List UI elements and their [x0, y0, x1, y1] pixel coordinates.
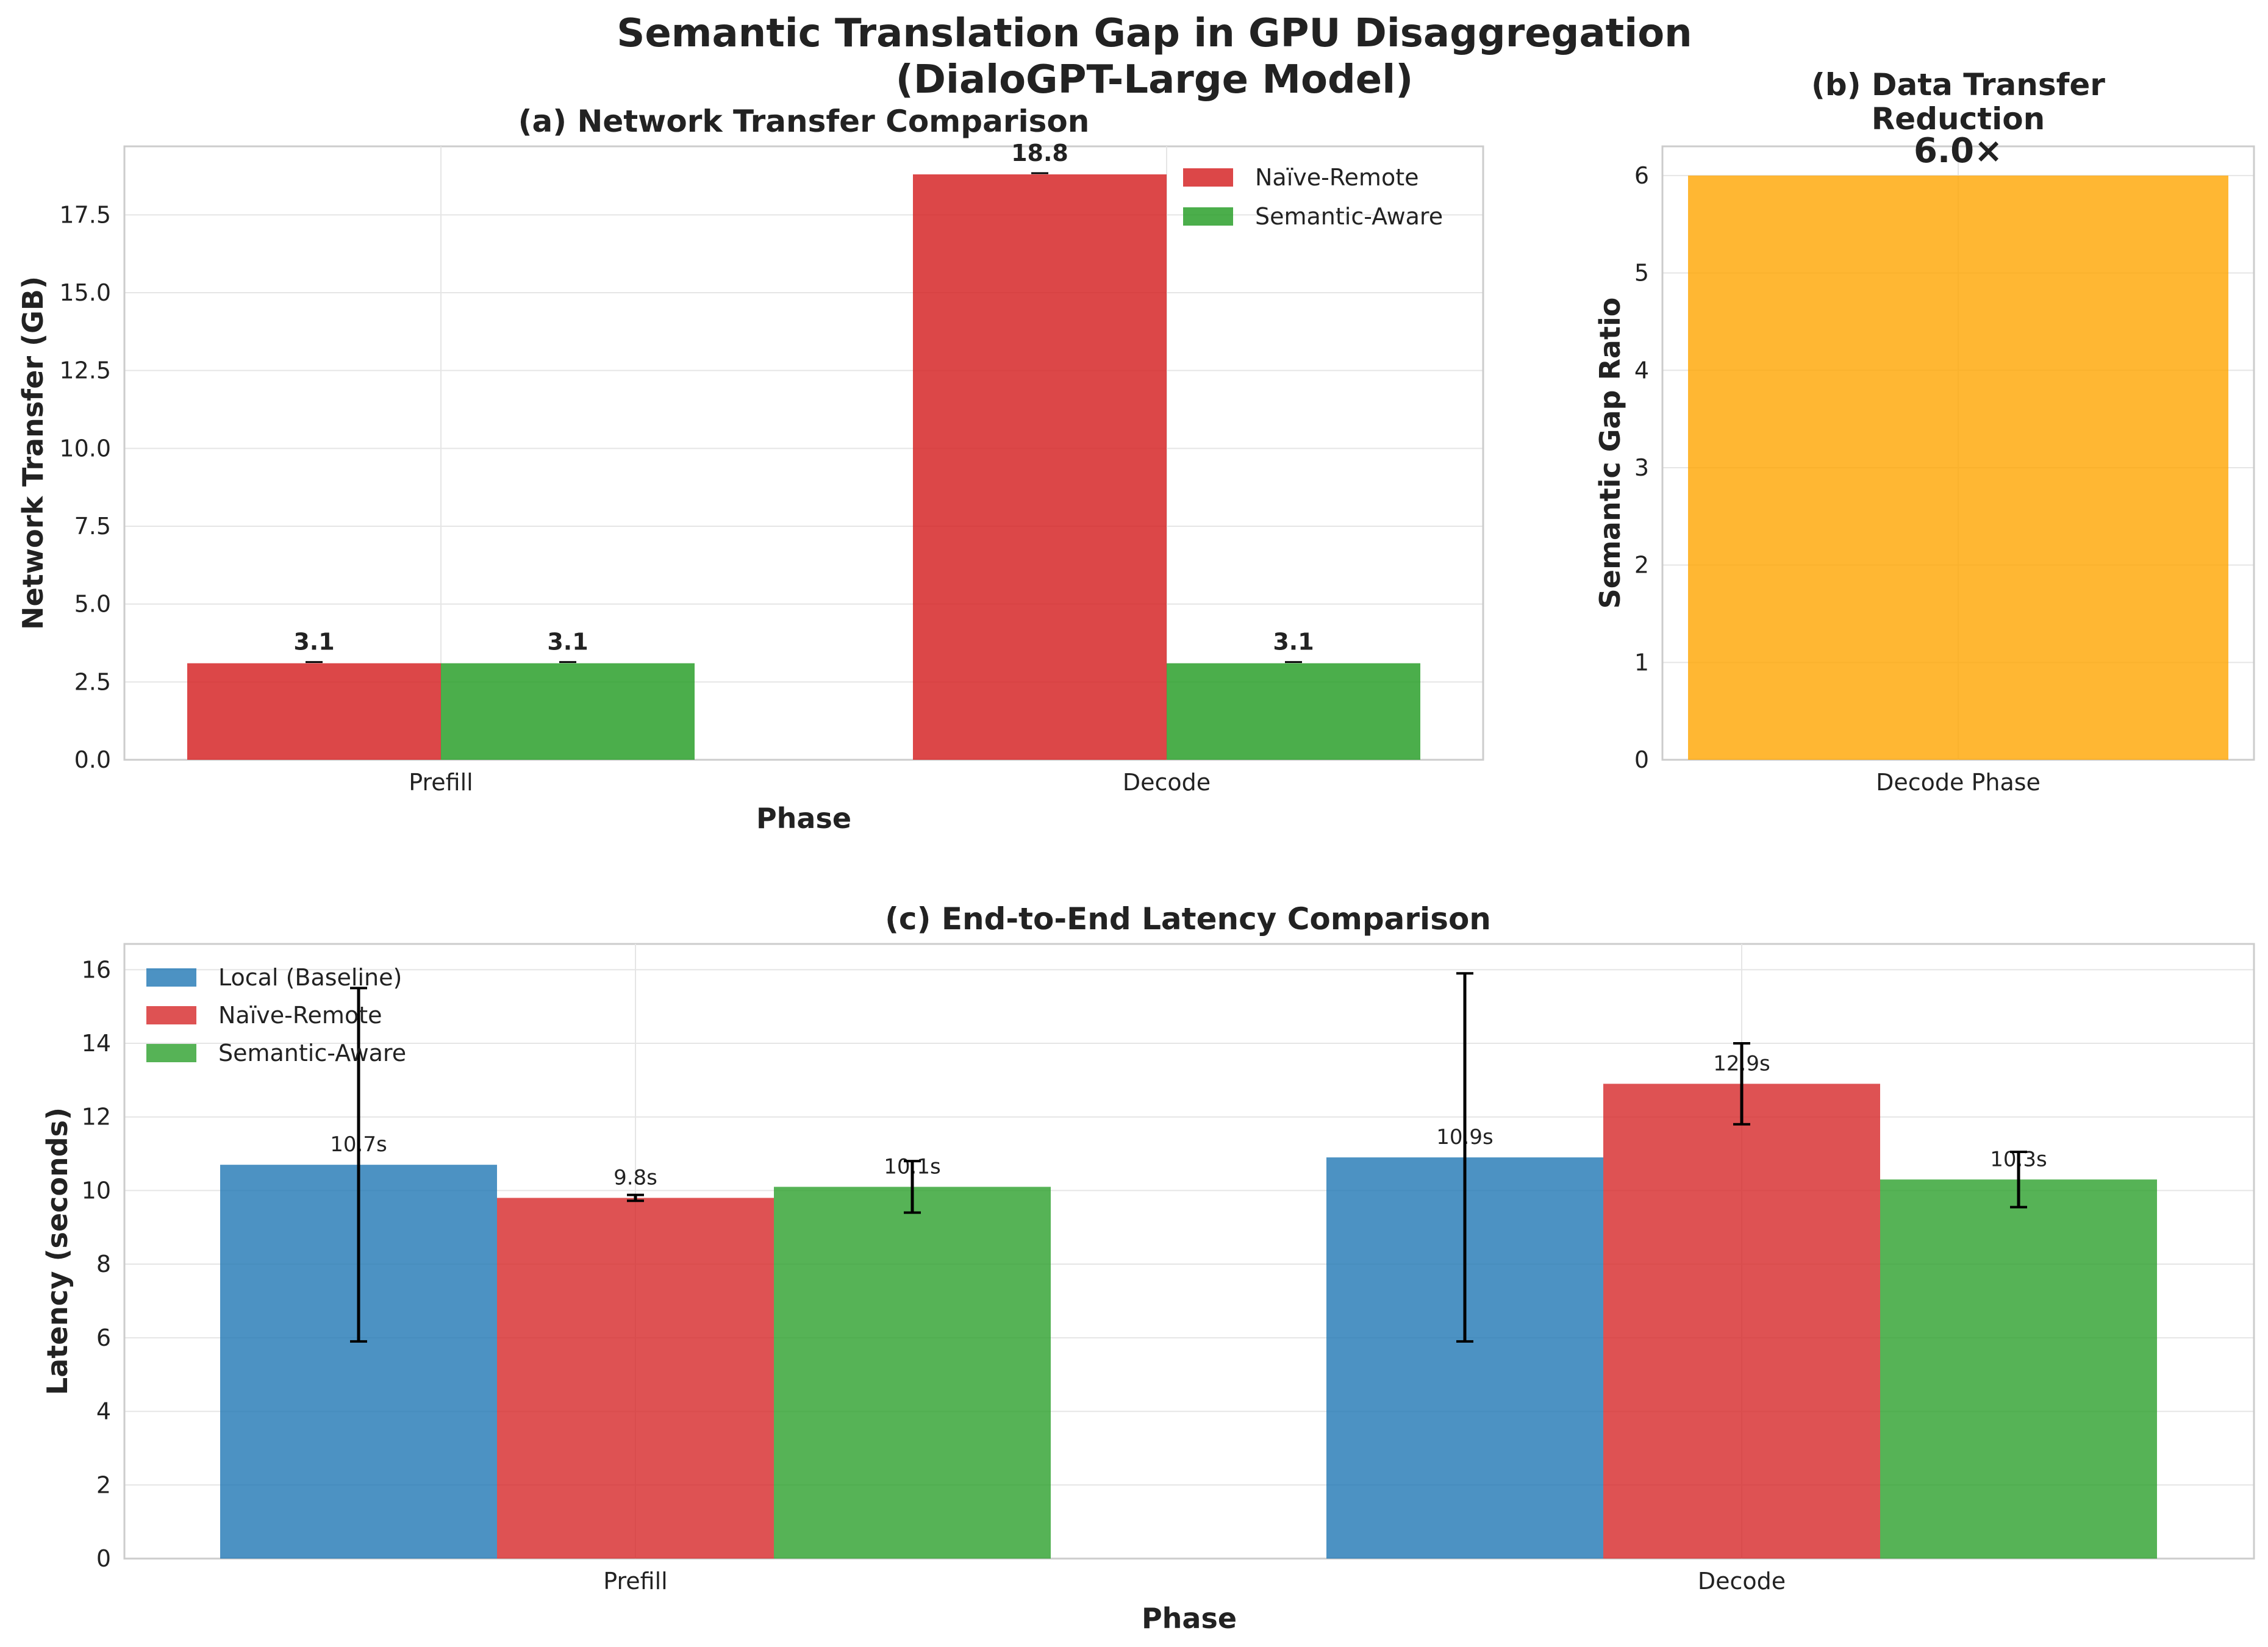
bar-semantic-aware-decode: [1880, 1179, 2157, 1559]
y-tick-label: 0: [96, 1545, 111, 1572]
y-tick-label: 5.0: [74, 591, 111, 618]
y-tick-label: 4: [1634, 357, 1649, 384]
axes-frame: [123, 145, 1484, 761]
y-tick-label: 12: [82, 1104, 111, 1131]
legend-swatch: [1183, 207, 1233, 226]
y-tick-label: 8: [96, 1251, 111, 1277]
legend-swatch: [146, 1006, 196, 1024]
y-tick-label: 0.0: [74, 746, 111, 773]
y-tick-label: 12.5: [59, 357, 111, 384]
legend-label: Semantic-Aware: [1255, 203, 1443, 230]
x-tick-label: Decode Phase: [1876, 769, 2041, 796]
legend-swatch: [146, 968, 196, 987]
y-tick-label: 6: [1634, 162, 1649, 189]
y-tick-label: 7.5: [74, 513, 111, 540]
figure-title-line2: (DialoGPT-Large Model): [896, 57, 1414, 102]
y-tick-label: 15.0: [59, 279, 111, 306]
axes-frame: [123, 943, 2255, 1560]
y-tick-label: 2.5: [74, 668, 111, 695]
bar-na-ve-remote-prefill: [187, 663, 441, 760]
y-tick-label: 10.0: [59, 435, 111, 462]
chart-title-line1: (b) Data Transfer: [1811, 67, 2105, 102]
chart-title-line2: Reduction: [1872, 101, 2045, 137]
chart-title: (c) End-to-End Latency Comparison: [885, 901, 1491, 937]
legend-label: Naïve-Remote: [1255, 164, 1418, 191]
bar-semantic-aware-prefill: [774, 1187, 1051, 1559]
legend-label: Semantic-Aware: [218, 1040, 406, 1066]
x-tick-label: Decode: [1123, 769, 1211, 796]
y-tick-label: 17.5: [59, 201, 111, 228]
data-label: 3.1: [293, 629, 334, 656]
y-tick-label: 2: [96, 1471, 111, 1498]
figure-title-line1: Semantic Translation Gap in GPU Disaggre…: [617, 11, 1692, 56]
legend-swatch: [146, 1044, 196, 1062]
data-label: 3.1: [1273, 629, 1314, 656]
bar-na-ve-remote-decode: [913, 174, 1167, 760]
x-tick-label: Prefill: [603, 1568, 667, 1595]
bar-semantic-aware-prefill: [441, 663, 695, 760]
y-tick-label: 4: [96, 1398, 111, 1425]
data-label: 6.0×: [1914, 131, 2003, 171]
x-tick-label: Prefill: [409, 769, 473, 796]
y-tick-label: 14: [82, 1030, 111, 1057]
y-tick-label: 6: [96, 1324, 111, 1351]
y-tick-label: 10: [82, 1177, 111, 1204]
legend-swatch: [1183, 168, 1233, 187]
data-label: 3.1: [547, 629, 588, 656]
data-label: 9.8s: [614, 1165, 657, 1190]
y-axis-label: Semantic Gap Ratio: [1594, 298, 1626, 609]
y-tick-label: 5: [1634, 260, 1649, 287]
bar-na-ve-remote-prefill: [497, 1198, 774, 1559]
y-axis-label: Network Transfer (GB): [16, 276, 49, 630]
x-axis-label: Phase: [1142, 1602, 1237, 1635]
legend-label: Naïve-Remote: [218, 1002, 382, 1029]
y-tick-label: 16: [82, 956, 111, 983]
y-tick-label: 0: [1634, 746, 1649, 773]
y-axis-label: Latency (seconds): [41, 1107, 74, 1395]
x-tick-label: Decode: [1698, 1568, 1786, 1595]
y-tick-label: 1: [1634, 649, 1649, 676]
bar-na-ve-remote-decode: [1603, 1084, 1880, 1559]
legend-label: Local (Baseline): [218, 964, 402, 991]
bar-semantic-aware-decode: [1167, 663, 1420, 760]
bar-decode-phase: [1688, 175, 2228, 760]
chart-title: (a) Network Transfer Comparison: [518, 104, 1090, 139]
data-label: 18.8: [1011, 140, 1068, 166]
y-tick-label: 3: [1634, 454, 1649, 481]
x-axis-label: Phase: [756, 802, 851, 835]
y-tick-label: 2: [1634, 552, 1649, 579]
